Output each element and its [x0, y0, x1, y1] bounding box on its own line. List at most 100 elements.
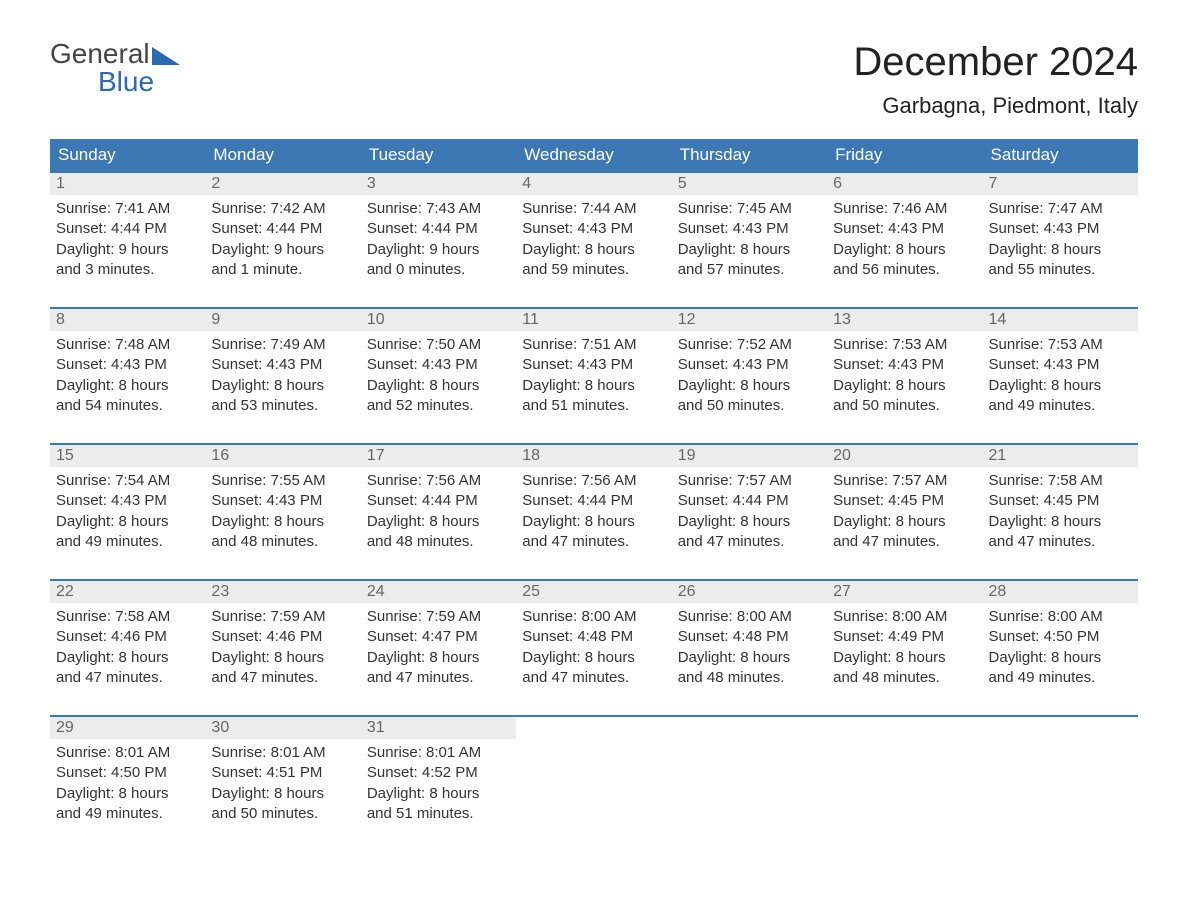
day-number: 2	[205, 173, 360, 195]
day-info: Sunrise: 7:58 AMSunset: 4:45 PMDaylight:…	[983, 467, 1138, 552]
daylight-line2: and 49 minutes.	[56, 532, 199, 552]
sunrise-line: Sunrise: 7:50 AM	[367, 335, 510, 355]
sunset-line: Sunset: 4:49 PM	[833, 627, 976, 647]
daylight-line2: and 48 minutes.	[833, 668, 976, 688]
day-info: Sunrise: 7:58 AMSunset: 4:46 PMDaylight:…	[50, 603, 205, 688]
day-cell: 7Sunrise: 7:47 AMSunset: 4:43 PMDaylight…	[983, 173, 1138, 293]
daylight-line1: Daylight: 8 hours	[211, 784, 354, 804]
sunrise-line: Sunrise: 7:41 AM	[56, 199, 199, 219]
daylight-line2: and 50 minutes.	[211, 804, 354, 824]
day-info: Sunrise: 7:51 AMSunset: 4:43 PMDaylight:…	[516, 331, 671, 416]
month-title: December 2024	[853, 40, 1138, 85]
day-number: 18	[516, 445, 671, 467]
sunset-line: Sunset: 4:43 PM	[833, 355, 976, 375]
sunrise-line: Sunrise: 7:42 AM	[211, 199, 354, 219]
daylight-line1: Daylight: 8 hours	[833, 512, 976, 532]
daylight-line2: and 47 minutes.	[522, 532, 665, 552]
day-info: Sunrise: 7:56 AMSunset: 4:44 PMDaylight:…	[361, 467, 516, 552]
day-cell: 25Sunrise: 8:00 AMSunset: 4:48 PMDayligh…	[516, 581, 671, 701]
header: General Blue December 2024 Garbagna, Pie…	[50, 40, 1138, 119]
logo-top-row: General	[50, 40, 180, 68]
sunrise-line: Sunrise: 7:57 AM	[678, 471, 821, 491]
day-cell: 28Sunrise: 8:00 AMSunset: 4:50 PMDayligh…	[983, 581, 1138, 701]
day-info: Sunrise: 7:59 AMSunset: 4:47 PMDaylight:…	[361, 603, 516, 688]
daylight-line2: and 47 minutes.	[522, 668, 665, 688]
title-block: December 2024 Garbagna, Piedmont, Italy	[853, 40, 1138, 119]
daylight-line2: and 47 minutes.	[211, 668, 354, 688]
daylight-line2: and 51 minutes.	[367, 804, 510, 824]
daylight-line2: and 51 minutes.	[522, 396, 665, 416]
daylight-line1: Daylight: 8 hours	[367, 648, 510, 668]
day-header-wed: Wednesday	[516, 139, 671, 171]
sunset-line: Sunset: 4:44 PM	[678, 491, 821, 511]
location-label: Garbagna, Piedmont, Italy	[853, 93, 1138, 119]
day-cell: 18Sunrise: 7:56 AMSunset: 4:44 PMDayligh…	[516, 445, 671, 565]
daylight-line1: Daylight: 8 hours	[989, 240, 1132, 260]
day-cell: 31Sunrise: 8:01 AMSunset: 4:52 PMDayligh…	[361, 717, 516, 837]
day-cell: 19Sunrise: 7:57 AMSunset: 4:44 PMDayligh…	[672, 445, 827, 565]
sunrise-line: Sunrise: 8:01 AM	[56, 743, 199, 763]
daylight-line2: and 48 minutes.	[678, 668, 821, 688]
daylight-line1: Daylight: 8 hours	[989, 648, 1132, 668]
day-info: Sunrise: 7:42 AMSunset: 4:44 PMDaylight:…	[205, 195, 360, 280]
day-info: Sunrise: 7:55 AMSunset: 4:43 PMDaylight:…	[205, 467, 360, 552]
sunset-line: Sunset: 4:46 PM	[211, 627, 354, 647]
sunset-line: Sunset: 4:51 PM	[211, 763, 354, 783]
day-info: Sunrise: 7:57 AMSunset: 4:45 PMDaylight:…	[827, 467, 982, 552]
day-cell: 29Sunrise: 8:01 AMSunset: 4:50 PMDayligh…	[50, 717, 205, 837]
daylight-line1: Daylight: 8 hours	[211, 512, 354, 532]
day-cell: 10Sunrise: 7:50 AMSunset: 4:43 PMDayligh…	[361, 309, 516, 429]
daylight-line2: and 47 minutes.	[367, 668, 510, 688]
day-number: 3	[361, 173, 516, 195]
day-number: 25	[516, 581, 671, 603]
daylight-line1: Daylight: 8 hours	[522, 648, 665, 668]
daylight-line2: and 48 minutes.	[211, 532, 354, 552]
day-cell: 17Sunrise: 7:56 AMSunset: 4:44 PMDayligh…	[361, 445, 516, 565]
daylight-line2: and 50 minutes.	[678, 396, 821, 416]
day-cell: 27Sunrise: 8:00 AMSunset: 4:49 PMDayligh…	[827, 581, 982, 701]
daylight-line2: and 47 minutes.	[678, 532, 821, 552]
day-cell: 13Sunrise: 7:53 AMSunset: 4:43 PMDayligh…	[827, 309, 982, 429]
logo-text-bottom: Blue	[50, 68, 180, 96]
day-info: Sunrise: 7:59 AMSunset: 4:46 PMDaylight:…	[205, 603, 360, 688]
daylight-line1: Daylight: 8 hours	[56, 648, 199, 668]
day-info: Sunrise: 7:57 AMSunset: 4:44 PMDaylight:…	[672, 467, 827, 552]
sunrise-line: Sunrise: 7:55 AM	[211, 471, 354, 491]
sunset-line: Sunset: 4:43 PM	[211, 355, 354, 375]
day-number: 13	[827, 309, 982, 331]
day-number: 29	[50, 717, 205, 739]
day-cell	[672, 717, 827, 837]
sunrise-line: Sunrise: 7:56 AM	[522, 471, 665, 491]
daylight-line2: and 56 minutes.	[833, 260, 976, 280]
logo: General Blue	[50, 40, 180, 96]
day-number: 31	[361, 717, 516, 739]
sunrise-line: Sunrise: 7:46 AM	[833, 199, 976, 219]
day-number: 27	[827, 581, 982, 603]
sunrise-line: Sunrise: 7:59 AM	[211, 607, 354, 627]
day-info: Sunrise: 7:49 AMSunset: 4:43 PMDaylight:…	[205, 331, 360, 416]
day-number: 24	[361, 581, 516, 603]
sunrise-line: Sunrise: 7:58 AM	[56, 607, 199, 627]
day-number: 9	[205, 309, 360, 331]
day-number: 26	[672, 581, 827, 603]
sunset-line: Sunset: 4:48 PM	[522, 627, 665, 647]
day-cell	[516, 717, 671, 837]
sunset-line: Sunset: 4:43 PM	[56, 491, 199, 511]
daylight-line1: Daylight: 8 hours	[367, 784, 510, 804]
daylight-line2: and 52 minutes.	[367, 396, 510, 416]
day-cell: 15Sunrise: 7:54 AMSunset: 4:43 PMDayligh…	[50, 445, 205, 565]
daylight-line2: and 1 minute.	[211, 260, 354, 280]
day-header-fri: Friday	[827, 139, 982, 171]
sunrise-line: Sunrise: 8:00 AM	[833, 607, 976, 627]
day-number: 10	[361, 309, 516, 331]
daylight-line1: Daylight: 8 hours	[989, 376, 1132, 396]
day-cell: 4Sunrise: 7:44 AMSunset: 4:43 PMDaylight…	[516, 173, 671, 293]
day-cell: 8Sunrise: 7:48 AMSunset: 4:43 PMDaylight…	[50, 309, 205, 429]
day-number: 28	[983, 581, 1138, 603]
day-info: Sunrise: 8:01 AMSunset: 4:51 PMDaylight:…	[205, 739, 360, 824]
sunrise-line: Sunrise: 7:59 AM	[367, 607, 510, 627]
day-number: 5	[672, 173, 827, 195]
day-cell	[983, 717, 1138, 837]
daylight-line1: Daylight: 8 hours	[211, 648, 354, 668]
sunset-line: Sunset: 4:43 PM	[367, 355, 510, 375]
